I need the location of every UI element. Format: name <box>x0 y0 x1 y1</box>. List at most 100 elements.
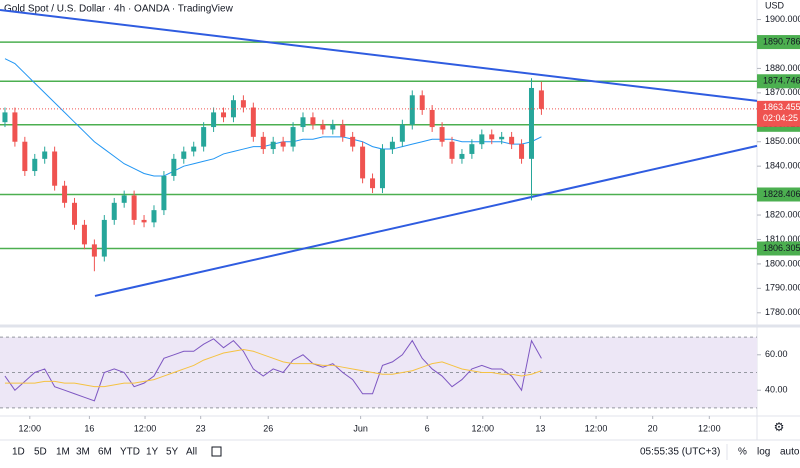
candle-body <box>350 136 356 147</box>
range-button[interactable]: All <box>186 447 197 458</box>
x-tick-label: 23 <box>196 423 206 433</box>
candle-body <box>449 141 455 159</box>
range-button[interactable]: 1Y <box>146 447 159 458</box>
candle-body <box>221 112 227 118</box>
candle-body <box>32 158 38 172</box>
candle-body <box>469 144 475 154</box>
y-tick-label: 1900.000 <box>765 14 800 24</box>
y-tick-label: 1840.000 <box>765 161 800 171</box>
x-tick-label: 26 <box>263 423 273 433</box>
y-tick-label: 1850.000 <box>765 136 800 146</box>
y-tick-label: 1800.000 <box>765 258 800 268</box>
candle-body <box>161 175 167 211</box>
candle-body <box>201 127 207 147</box>
rsi-line <box>4 338 542 402</box>
settings-icon[interactable]: ⚙ <box>774 420 785 434</box>
rsi-y-tick-label: 40.00 <box>765 385 788 395</box>
candle-body <box>489 134 495 140</box>
x-tick-label: 6 <box>425 423 430 433</box>
calendar-icon[interactable] <box>211 446 222 457</box>
currency: USD <box>765 0 785 10</box>
range-button[interactable]: 1D <box>12 447 25 458</box>
candle-body <box>429 109 435 128</box>
candle-body <box>379 149 385 189</box>
candle-body <box>320 124 326 130</box>
candle-body <box>389 141 395 150</box>
candle-body <box>191 146 197 152</box>
rsi-line <box>4 348 542 388</box>
last-price-label: 1863.455 <box>763 102 800 112</box>
candle-body <box>409 95 415 125</box>
clock: 05:55:35 (UTC+3) <box>640 447 720 458</box>
candle-body <box>280 141 286 147</box>
rsi-y-tick-label: 60.00 <box>765 349 788 359</box>
candle-body <box>181 151 187 159</box>
candle-body <box>270 141 276 150</box>
candle-body <box>42 151 48 159</box>
range-button[interactable]: 5D <box>34 447 47 458</box>
candle-body <box>519 144 525 159</box>
x-tick-label: 12:00 <box>698 423 721 433</box>
y-tick-label: 1820.000 <box>765 209 800 219</box>
candle-body <box>250 107 256 137</box>
candle-body <box>141 219 147 223</box>
candle-body <box>62 185 68 203</box>
level-label-box <box>757 187 800 202</box>
level-label: 1874.746 <box>763 76 800 86</box>
candle-body <box>340 124 346 137</box>
range-button[interactable]: 1M <box>56 447 70 458</box>
candle-body <box>528 87 534 159</box>
candle-body <box>72 202 78 225</box>
candle-body <box>111 202 117 220</box>
range-button[interactable]: YTD <box>120 447 140 458</box>
candle-body <box>419 95 425 110</box>
x-tick-label: 13 <box>535 423 545 433</box>
candle-body <box>81 224 87 245</box>
trend-line <box>94 144 758 297</box>
candle-body <box>310 117 316 125</box>
chart-title: Gold Spot / U.S. Dollar · 4h · OANDA · T… <box>4 4 234 15</box>
candle-body <box>260 136 266 150</box>
trend-line <box>0 9 758 102</box>
candle-body <box>240 100 246 108</box>
candle-body <box>300 117 306 128</box>
x-tick-label: Jun <box>353 423 368 433</box>
candle-body <box>171 158 177 176</box>
y-tick-label: 1870.000 <box>765 87 800 97</box>
candle-body <box>12 112 18 142</box>
candle-body <box>509 136 515 145</box>
candle-body <box>91 244 97 257</box>
y-tick-label: 1790.000 <box>765 283 800 293</box>
level-label: 1890.786 <box>763 36 800 46</box>
candle-body <box>101 219 107 257</box>
scale-option[interactable]: auto <box>780 447 800 458</box>
level-label: 1828.406 <box>763 189 800 199</box>
candle-body <box>2 112 8 123</box>
scale-option[interactable]: log <box>757 447 770 458</box>
candle-body <box>459 153 465 159</box>
scale-option[interactable]: % <box>738 447 747 458</box>
candle-body <box>151 210 157 223</box>
x-tick-label: 16 <box>84 423 94 433</box>
range-button[interactable]: 6M <box>98 447 112 458</box>
x-tick-label: 12:00 <box>19 423 42 433</box>
candle-body <box>230 100 236 118</box>
y-tick-label: 1810.000 <box>765 234 800 244</box>
candle-body <box>330 124 336 130</box>
y-tick-label: 1880.000 <box>765 63 800 73</box>
candle-body <box>52 151 58 186</box>
countdown: 02:04:25 <box>763 113 798 123</box>
candle-body <box>121 195 127 203</box>
candle-body <box>22 141 28 172</box>
x-tick-label: 12:00 <box>585 423 608 433</box>
candle-body <box>499 136 505 140</box>
level-label-box <box>757 241 800 256</box>
x-tick-label: 12:00 <box>472 423 495 433</box>
range-button[interactable]: 3M <box>76 447 90 458</box>
y-tick-label: 1780.000 <box>765 307 800 317</box>
candle-body <box>131 195 137 220</box>
range-button[interactable]: 5Y <box>166 447 179 458</box>
candle-body <box>290 127 296 147</box>
